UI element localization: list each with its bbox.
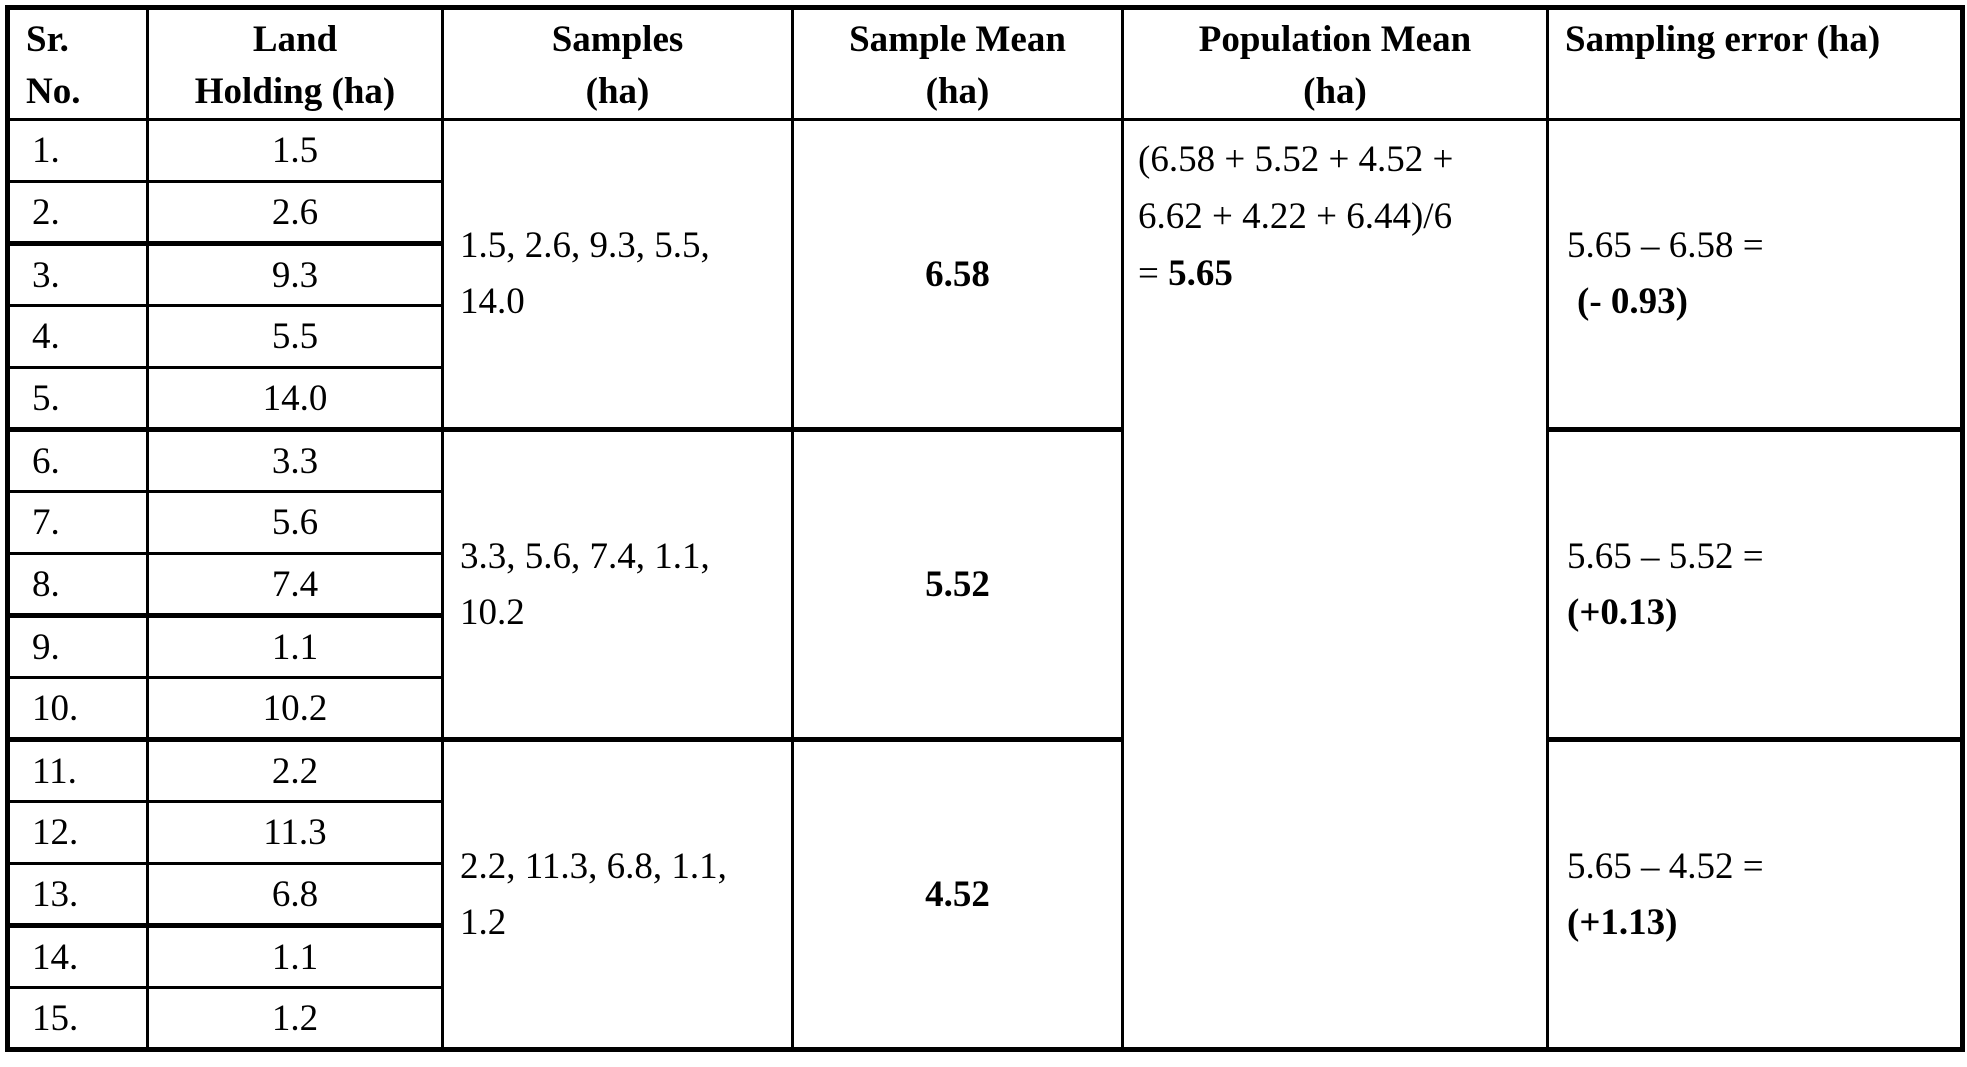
sampling-error-cell: 5.65 – 5.52 = (+0.13) [1546,428,1964,742]
header-line: Sample Mean [849,19,1066,60]
table-row: 5. 14.0 [6,366,1963,432]
sample-mean-cell: 5.52 [791,428,1124,742]
error-value: (- 0.93) [1577,281,1688,322]
land-holding-cell: 10.2 [146,676,444,742]
land-holding-cell: 2.2 [146,738,444,803]
table-row: 9. 1.1 [6,614,1963,679]
population-mean-line: (6.58 + 5.52 + 4.52 + [1138,139,1454,180]
land-holding-cell: 1.2 [146,986,444,1051]
sr-cell: 6. [6,428,149,493]
sr-cell: 15. [6,986,149,1051]
table-row: 6. 3.3 3.3, 5.6, 7.4, 1.1, 10.2 5.52 5.6… [6,428,1964,742]
land-holding-cell: 3.3 [146,428,444,493]
sr-cell: 10. [6,676,149,742]
error-expression: 5.65 – 4.52 = [1567,845,1764,887]
table-row: 12. 11.3 [6,800,1963,865]
sampling-error-table: Sr. No. Land Holding (ha) Samples (ha) S… [5,5,1965,1052]
sample-mean-cell: 6.58 [791,118,1124,432]
sr-cell: 8. [6,552,149,618]
sr-cell: 13. [6,862,149,928]
samples-line: 3.3, 5.6, 7.4, 1.1, [460,535,710,577]
equals-sign: = [1138,253,1169,294]
samples-group-cell: 3.3, 5.6, 7.4, 1.1, 10.2 [441,428,794,742]
land-holding-cell: 9.3 [146,242,444,307]
land-holding-cell: 1.1 [146,614,444,679]
sample-mean-cell: 4.52 [791,738,1124,1051]
sampling-error-cell: 5.65 – 6.58 = (- 0.93) [1546,118,1964,432]
header-line: (ha) [925,71,990,112]
header-line: Samples [551,19,684,60]
col-header-sr-no: Sr. No. [6,6,149,121]
sampling-error-cell: 5.65 – 4.52 = (+1.13) [1546,738,1964,1051]
error-expression: 5.65 – 5.52 = [1567,535,1764,577]
land-holding-cell: 7.4 [146,552,444,618]
sr-cell: 14. [6,924,149,989]
col-header-sample-mean: Sample Mean (ha) [791,6,1124,121]
population-mean-line: 6.62 + 4.22 + 6.44)/6 [1138,196,1453,237]
sr-cell: 7. [6,490,149,555]
header-line: Population Mean [1198,19,1472,60]
sr-cell: 2. [6,180,149,246]
col-header-samples: Samples (ha) [441,6,794,121]
samples-line: 1.5, 2.6, 9.3, 5.5, [460,225,710,266]
land-holding-cell: 1.1 [146,924,444,989]
col-header-land-holding: Land Holding (ha) [146,6,444,121]
table-row: 8. 7.4 [6,552,1963,618]
land-holding-cell: 5.5 [146,304,444,369]
population-mean-cell: (6.58 + 5.52 + 4.52 + 6.62 + 4.22 + 6.44… [1121,118,1549,1051]
land-holding-cell: 1.5 [146,118,444,183]
population-mean-value: 5.65 [1168,253,1233,294]
land-holding-cell: 11.3 [146,800,444,865]
header-line: (ha) [1303,71,1367,112]
table-row: 10. 10.2 [6,676,1963,742]
header-line: (ha) [585,71,650,112]
land-holding-cell: 6.8 [146,862,444,928]
table-row: 15. 1.2 [6,986,1963,1051]
header-row: Sr. No. Land Holding (ha) Samples (ha) S… [6,6,1964,121]
table-row: 7. 5.6 [6,490,1963,555]
table-row: 3. 9.3 [6,242,1963,307]
header-line: Land [252,19,338,60]
table-row: 4. 5.5 [6,304,1963,369]
sr-cell: 4. [6,304,149,369]
sr-cell: 5. [6,366,149,432]
sr-cell: 1. [6,118,149,183]
samples-line: 14.0 [460,281,525,322]
samples-line: 10.2 [460,591,525,633]
table-row: 2. 2.6 [6,180,1963,246]
error-expression: 5.65 – 6.58 = [1567,225,1764,266]
header-line: Holding (ha) [194,71,396,112]
table-row: 13. 6.8 [6,862,1963,928]
sr-cell: 3. [6,242,149,307]
land-holding-cell: 2.6 [146,180,444,246]
error-value: (+1.13) [1567,901,1678,943]
sr-cell: 9. [6,614,149,679]
land-holding-cell: 14.0 [146,366,444,432]
error-value: (+0.13) [1567,591,1678,633]
samples-group-cell: 1.5, 2.6, 9.3, 5.5, 14.0 [441,118,794,432]
sr-cell: 11. [6,738,149,803]
table-row: 14. 1.1 [6,924,1963,989]
table-row: 1. 1.5 1.5, 2.6, 9.3, 5.5, 14.0 6.58 (6.… [6,118,1964,1051]
land-holding-cell: 5.6 [146,490,444,555]
header-line: No. [26,71,81,112]
samples-line: 2.2, 11.3, 6.8, 1.1, [460,845,727,887]
col-header-sampling-error: Sampling error (ha) [1546,6,1964,121]
header-line: Sr. [26,19,69,60]
col-header-population-mean: Population Mean (ha) [1121,6,1549,121]
population-mean-result: = 5.65 [1138,245,1542,302]
sr-cell: 12. [6,800,149,865]
header-line: Sampling error (ha) [1565,19,1881,60]
samples-group-cell: 2.2, 11.3, 6.8, 1.1, 1.2 [441,738,794,1051]
table-row: 11. 2.2 2.2, 11.3, 6.8, 1.1, 1.2 4.52 5.… [6,738,1964,1051]
samples-line: 1.2 [460,901,507,943]
